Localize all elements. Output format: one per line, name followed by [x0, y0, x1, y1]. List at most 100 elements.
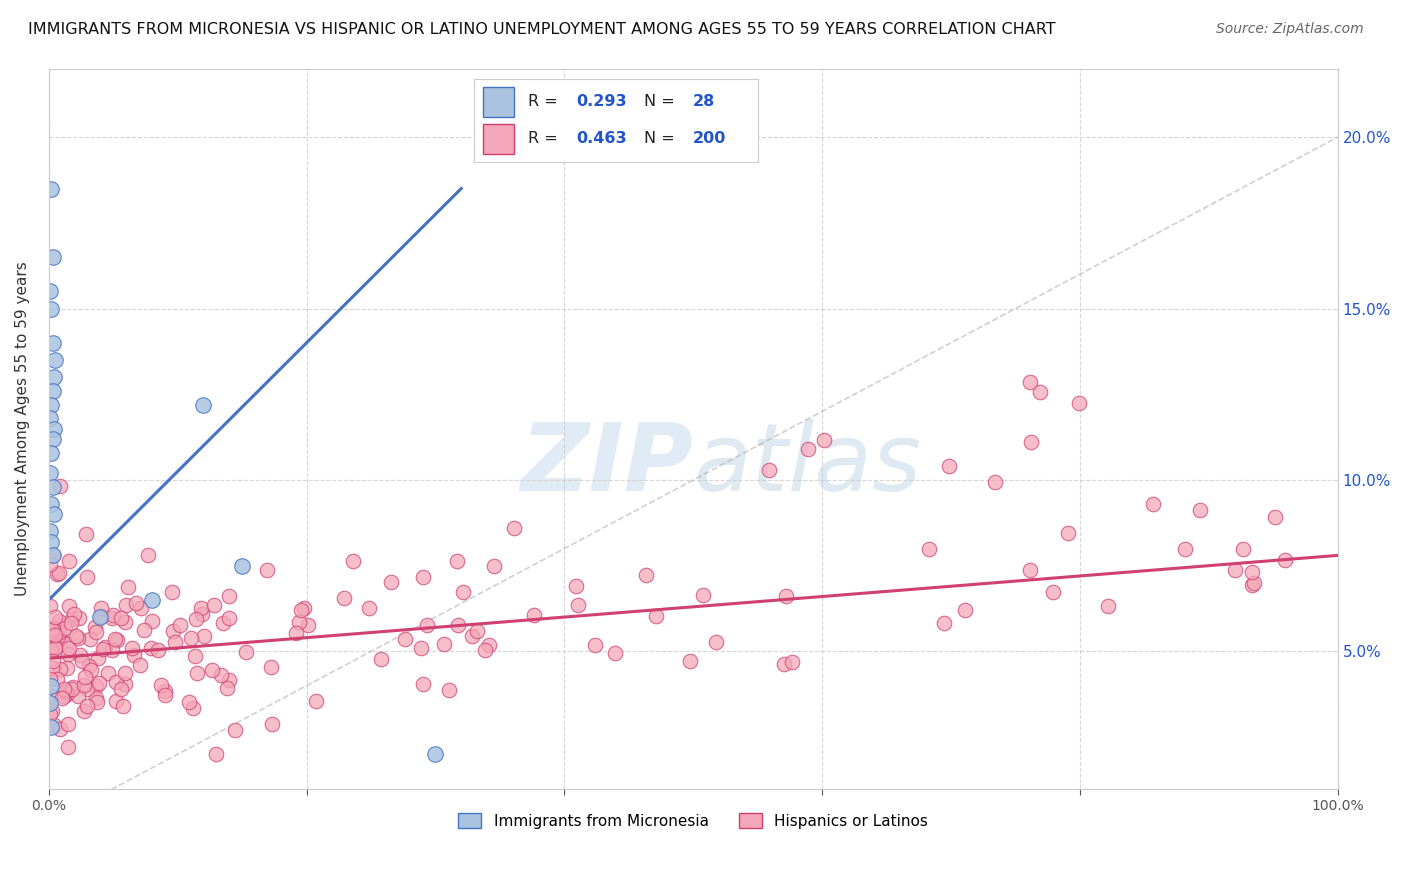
Point [256, 563, 278, 577]
Point [41, 623, 63, 637]
Point [446, 554, 468, 568]
Point [1019, 434, 1042, 449]
Point [1188, 503, 1211, 517]
Point [41, 621, 63, 635]
Point [84, 690, 107, 705]
Point [52, 681, 75, 696]
Point [48, 566, 70, 580]
Y-axis label: Unemployment Among Ages 55 to 59 years: Unemployment Among Ages 55 to 59 years [15, 261, 30, 596]
Point [938, 459, 960, 474]
Point [86, 650, 108, 665]
Point [39, 466, 62, 480]
Point [89, 610, 111, 624]
Point [224, 723, 246, 738]
Point [284, 626, 307, 640]
Point [1042, 585, 1064, 599]
Point [51, 691, 73, 706]
Point [58, 599, 80, 613]
Point [482, 558, 505, 573]
Point [90, 601, 112, 615]
Point [218, 610, 240, 624]
Point [782, 655, 804, 669]
Point [169, 618, 191, 632]
Point [75, 527, 97, 541]
Point [704, 634, 727, 648]
Point [63, 607, 86, 621]
Point [461, 629, 484, 643]
Point [160, 585, 183, 599]
Legend: Immigrants from Micronesia, Hispanics or Latinos: Immigrants from Micronesia, Hispanics or… [453, 807, 934, 835]
Point [128, 658, 150, 673]
Point [105, 694, 128, 708]
Point [87, 676, 110, 690]
Point [416, 618, 439, 632]
Point [101, 643, 124, 657]
Point [55, 638, 77, 652]
Point [48, 629, 70, 643]
Point [141, 614, 163, 628]
Point [39, 285, 62, 299]
Point [111, 698, 134, 713]
Point [56, 739, 79, 754]
Point [129, 601, 152, 615]
Point [45, 672, 67, 686]
Point [918, 541, 941, 556]
Point [84, 679, 107, 693]
Point [49, 478, 72, 492]
Point [412, 677, 434, 691]
Point [41, 679, 63, 693]
Point [231, 558, 253, 573]
Point [41, 398, 63, 412]
Point [953, 603, 976, 617]
Point [44, 353, 66, 368]
Point [70, 654, 93, 668]
Point [163, 635, 186, 649]
Point [411, 641, 433, 656]
Point [150, 677, 173, 691]
Point [49, 662, 72, 676]
Point [1243, 576, 1265, 591]
Point [447, 618, 470, 632]
Point [86, 695, 108, 709]
Point [42, 628, 65, 642]
Point [1056, 525, 1078, 540]
Point [813, 433, 835, 447]
Point [564, 579, 586, 593]
Point [60, 612, 83, 626]
Point [73, 704, 96, 718]
Point [218, 673, 240, 688]
Point [42, 421, 65, 435]
Point [193, 628, 215, 642]
Point [44, 610, 66, 624]
Point [62, 680, 84, 694]
Point [97, 666, 120, 681]
Point [297, 618, 319, 632]
Point [39, 643, 62, 657]
Point [41, 181, 63, 195]
Point [42, 507, 65, 521]
Point [583, 638, 606, 652]
Point [41, 445, 63, 459]
Point [1232, 542, 1254, 557]
Point [90, 609, 112, 624]
Point [65, 629, 87, 643]
Point [41, 335, 63, 350]
Point [42, 370, 65, 384]
Point [1067, 396, 1090, 410]
Point [502, 521, 524, 535]
Point [69, 648, 91, 662]
Point [55, 686, 77, 700]
Point [39, 411, 62, 425]
Point [1142, 497, 1164, 511]
Point [41, 301, 63, 316]
Point [60, 681, 83, 696]
Point [288, 615, 311, 630]
Point [42, 718, 65, 732]
Point [56, 647, 79, 661]
Point [66, 689, 89, 703]
Point [41, 549, 63, 563]
Point [202, 598, 225, 612]
Point [478, 638, 501, 652]
Point [333, 591, 356, 606]
Point [67, 610, 90, 624]
